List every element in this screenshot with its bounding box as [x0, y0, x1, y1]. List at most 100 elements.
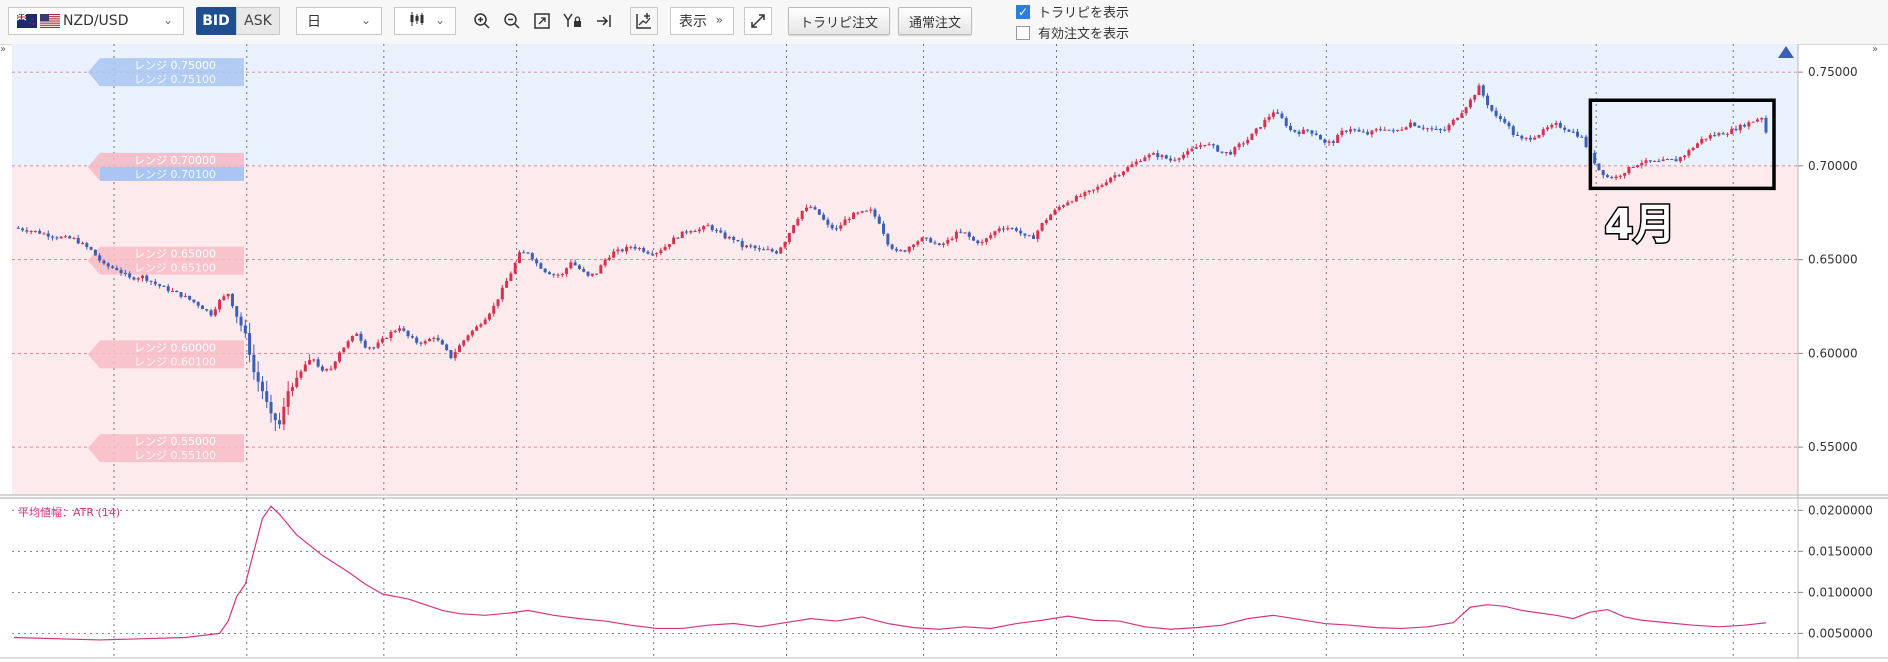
candle — [1177, 157, 1181, 163]
range-tag-shape — [88, 58, 244, 87]
toolbar: NZD/USD ⌄ BID ASK 日 ⌄ ⌄ 表示 » トラリピ注文 通常注文 — [0, 0, 1888, 45]
candle — [213, 306, 217, 317]
candle-body — [1344, 130, 1348, 132]
candle — [1250, 133, 1254, 141]
candle-body — [1606, 175, 1610, 178]
candle — [1331, 139, 1335, 147]
zoom-out-icon[interactable] — [498, 7, 526, 35]
left-panel-toggle-icon[interactable]: » — [0, 44, 7, 55]
candle — [1408, 119, 1412, 129]
candle-body — [732, 236, 736, 240]
candle — [188, 295, 192, 301]
symbol-select[interactable]: NZD/USD ⌄ — [8, 7, 184, 35]
candle — [1100, 183, 1104, 188]
candle — [1032, 232, 1036, 240]
candle — [1481, 84, 1485, 98]
candle — [577, 263, 581, 270]
candle — [1276, 109, 1280, 114]
candle-body — [1053, 209, 1057, 215]
candle-body — [21, 228, 25, 231]
candle — [766, 245, 770, 251]
candle — [907, 245, 911, 254]
candle — [1344, 129, 1348, 134]
candle — [453, 348, 457, 361]
candle — [1199, 142, 1203, 150]
candle-body — [419, 342, 423, 344]
candle-body — [363, 340, 367, 348]
candle-body — [1618, 175, 1622, 177]
candle-body — [252, 354, 256, 373]
candle — [723, 230, 727, 240]
candle-body — [1738, 124, 1742, 131]
period-select[interactable]: 日 ⌄ — [296, 7, 382, 35]
candle-body — [1100, 185, 1104, 187]
candle-body — [1443, 129, 1447, 131]
candle — [372, 346, 376, 350]
candle — [715, 228, 719, 234]
checkbox-unchecked-icon — [1016, 25, 1030, 40]
candle-body — [1044, 220, 1048, 224]
normal-order-button[interactable]: 通常注文 — [898, 7, 972, 35]
candle-body — [85, 243, 89, 248]
candle — [1558, 120, 1562, 129]
candle — [1528, 135, 1532, 143]
candle-body — [599, 265, 603, 274]
jump-to-latest-icon[interactable] — [590, 7, 618, 35]
show-active-orders-checkbox[interactable]: 有効注文を表示 — [1016, 23, 1129, 42]
candle — [1747, 120, 1751, 130]
candle — [890, 243, 894, 251]
candle — [1314, 130, 1318, 136]
trailing-order-button[interactable]: トラリピ注文 — [788, 7, 890, 35]
candle — [423, 339, 427, 346]
candle — [1665, 158, 1669, 161]
candle-body — [1280, 113, 1284, 119]
candle — [1751, 121, 1755, 123]
y-tick-label: 0.75000 — [1808, 65, 1858, 79]
candle — [1164, 154, 1168, 160]
candle — [1370, 129, 1374, 138]
candle — [1139, 159, 1143, 163]
candle-body — [1036, 230, 1040, 239]
candle — [1327, 139, 1331, 146]
show-trailing-checkbox[interactable]: ✓ トラリピを表示 — [1016, 2, 1129, 21]
candle — [599, 264, 603, 274]
candle — [894, 246, 898, 253]
candle-body — [1755, 119, 1759, 122]
candle-body — [1627, 166, 1631, 174]
candle-body — [693, 231, 697, 233]
candle — [1151, 151, 1155, 155]
candle-body — [111, 266, 115, 268]
candle-body — [1271, 112, 1275, 117]
candle — [1443, 126, 1447, 132]
expand-icon[interactable] — [744, 7, 772, 35]
right-panel-toggle-icon[interactable]: » — [1872, 44, 1879, 55]
bid-button[interactable]: BID — [196, 7, 236, 35]
candle-body — [1010, 228, 1014, 230]
candle — [1700, 136, 1704, 145]
chart-type-select[interactable]: ⌄ — [394, 7, 456, 35]
candle-body — [984, 238, 988, 242]
candle-body — [141, 275, 145, 279]
zoom-in-icon[interactable] — [468, 7, 496, 35]
candle-body — [1186, 151, 1190, 155]
candle-body — [1494, 110, 1498, 117]
candle — [535, 257, 539, 267]
ask-button[interactable]: ASK — [236, 7, 280, 35]
candle-body — [1306, 129, 1310, 131]
candle — [1057, 204, 1061, 212]
candle-body — [500, 287, 504, 300]
candle — [46, 230, 50, 240]
fit-screen-icon[interactable] — [528, 7, 556, 35]
candle-body — [1396, 129, 1400, 131]
y-axis-lock-icon[interactable] — [558, 7, 586, 35]
candle — [1186, 148, 1190, 158]
display-menu[interactable]: 表示 » — [670, 7, 734, 35]
candle-body — [1113, 175, 1117, 178]
candle-body — [1421, 127, 1425, 129]
candle — [1207, 142, 1211, 146]
add-indicator-icon[interactable] — [630, 7, 658, 35]
candle-body — [577, 265, 581, 270]
candle-body — [278, 420, 282, 425]
